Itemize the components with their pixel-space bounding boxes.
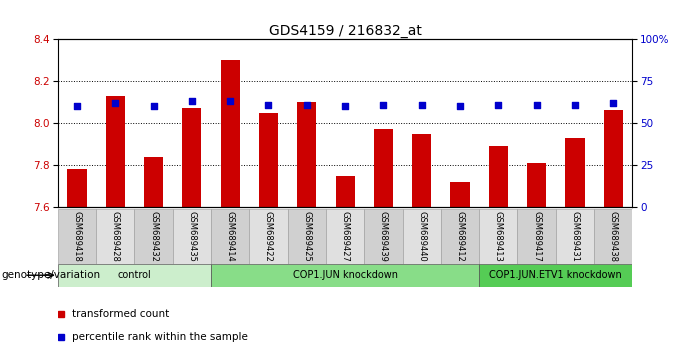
Text: transformed count: transformed count: [71, 309, 169, 319]
Point: [493, 102, 504, 107]
Text: GSM689440: GSM689440: [418, 211, 426, 261]
Bar: [173, 209, 211, 264]
Bar: [565, 138, 585, 207]
Text: GSM689425: GSM689425: [303, 211, 311, 261]
Text: COP1.JUN knockdown: COP1.JUN knockdown: [292, 270, 398, 280]
Point: [301, 102, 312, 107]
Text: genotype/variation: genotype/variation: [1, 270, 101, 280]
Text: percentile rank within the sample: percentile rank within the sample: [71, 332, 248, 342]
Text: GSM689435: GSM689435: [188, 211, 197, 261]
Bar: [479, 209, 517, 264]
Text: GSM689418: GSM689418: [73, 211, 82, 261]
Text: GSM689414: GSM689414: [226, 211, 235, 261]
Point: [148, 103, 159, 109]
Bar: [211, 264, 479, 287]
Bar: [604, 110, 623, 207]
Bar: [250, 209, 288, 264]
Bar: [220, 60, 240, 207]
Bar: [335, 176, 355, 207]
Text: GSM689439: GSM689439: [379, 211, 388, 261]
Title: GDS4159 / 216832_at: GDS4159 / 216832_at: [269, 24, 422, 38]
Text: GSM689413: GSM689413: [494, 211, 503, 261]
Bar: [517, 209, 556, 264]
Bar: [374, 129, 393, 207]
Bar: [326, 209, 364, 264]
Bar: [364, 209, 403, 264]
Text: COP1.JUN.ETV1 knockdown: COP1.JUN.ETV1 knockdown: [490, 270, 622, 280]
Point: [531, 102, 542, 107]
Bar: [96, 209, 135, 264]
Point: [608, 100, 619, 105]
Bar: [135, 209, 173, 264]
Text: GSM689412: GSM689412: [456, 211, 464, 261]
Bar: [105, 96, 125, 207]
Text: GSM689428: GSM689428: [111, 211, 120, 261]
Bar: [441, 209, 479, 264]
Bar: [479, 264, 632, 287]
Point: [378, 102, 389, 107]
Bar: [556, 209, 594, 264]
Bar: [144, 156, 163, 207]
Bar: [412, 133, 431, 207]
Point: [454, 103, 465, 109]
Bar: [182, 108, 201, 207]
Bar: [489, 146, 508, 207]
Bar: [58, 264, 211, 287]
Bar: [67, 169, 86, 207]
Text: GSM689417: GSM689417: [532, 211, 541, 261]
Bar: [297, 102, 316, 207]
Point: [71, 103, 82, 109]
Text: GSM689438: GSM689438: [609, 211, 617, 262]
Point: [186, 98, 197, 104]
Bar: [527, 163, 546, 207]
Bar: [288, 209, 326, 264]
Text: control: control: [118, 270, 151, 280]
Bar: [594, 209, 632, 264]
Bar: [58, 209, 96, 264]
Text: GSM689427: GSM689427: [341, 211, 350, 261]
Point: [339, 103, 351, 109]
Point: [109, 100, 121, 105]
Text: GSM689432: GSM689432: [149, 211, 158, 261]
Bar: [211, 209, 250, 264]
Text: GSM689422: GSM689422: [264, 211, 273, 261]
Text: GSM689431: GSM689431: [571, 211, 579, 261]
Point: [416, 102, 427, 107]
Point: [224, 98, 236, 104]
Bar: [450, 182, 470, 207]
Bar: [403, 209, 441, 264]
Bar: [259, 113, 278, 207]
Point: [569, 102, 580, 107]
Point: [263, 102, 274, 107]
